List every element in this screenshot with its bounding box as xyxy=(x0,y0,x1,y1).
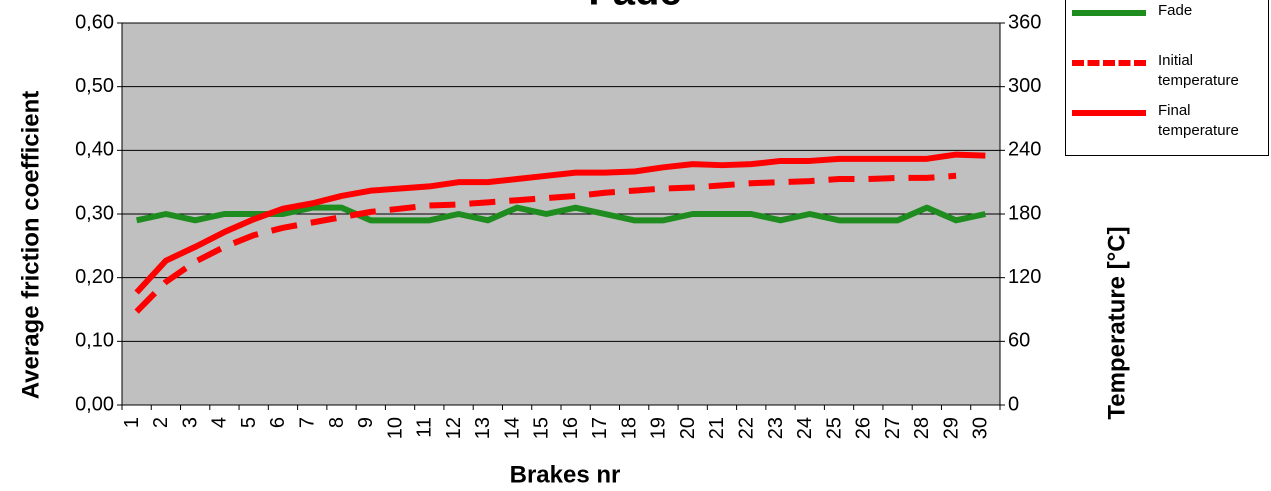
x-tick-label: 16 xyxy=(560,417,582,439)
legend-swatch xyxy=(1072,10,1146,16)
y-tick-label: 0,30 xyxy=(75,202,114,224)
y2-tick-label: 360 xyxy=(1008,11,1041,33)
legend-item: Initial temperature xyxy=(1072,51,1268,91)
x-tick-label: 1 xyxy=(121,417,143,428)
y2-tick-label: 300 xyxy=(1008,75,1041,97)
legend-swatch xyxy=(1072,110,1146,116)
y2-tick-label: 120 xyxy=(1008,266,1041,288)
y-axis-title: Average friction coefficient xyxy=(17,91,44,400)
x-tick-label: 13 xyxy=(472,417,494,439)
x-tick-label: 9 xyxy=(355,417,377,428)
x-tick-label: 25 xyxy=(823,417,845,439)
x-tick-label: 14 xyxy=(501,417,523,439)
legend-label: Fade xyxy=(1158,2,1193,19)
legend-label: Initial temperature xyxy=(1158,52,1239,89)
x-tick-label: 2 xyxy=(150,417,172,428)
x-tick-label: 22 xyxy=(736,417,758,439)
x-tick-label: 18 xyxy=(618,417,640,439)
x-tick-label: 23 xyxy=(765,417,787,439)
x-tick-label: 19 xyxy=(648,417,670,439)
x-tick-label: 26 xyxy=(853,417,875,439)
y-tick-label: 0,00 xyxy=(75,393,114,415)
y-tick-label: 0,40 xyxy=(75,139,114,161)
x-tick-label: 17 xyxy=(589,417,611,439)
legend-item: Fade xyxy=(1072,1,1268,41)
y-tick-label: 0,60 xyxy=(75,11,114,33)
legend: Fade Initial temperature Final temperature xyxy=(1065,0,1269,156)
y2-tick-label: 0 xyxy=(1008,393,1019,415)
x-tick-label: 6 xyxy=(267,417,289,428)
y-tick-label: 0,20 xyxy=(75,266,114,288)
y2-axis-title: Temperature [°C] xyxy=(1103,226,1130,419)
series-line xyxy=(134,151,986,295)
x-tick-label: 10 xyxy=(384,417,406,439)
x-tick-label: 3 xyxy=(179,417,201,428)
x-tick-label: 27 xyxy=(882,417,904,439)
x-tick-label: 11 xyxy=(414,417,436,438)
legend-label: Final temperature xyxy=(1158,102,1239,139)
x-tick-label: 8 xyxy=(326,417,348,428)
series-line xyxy=(134,172,957,314)
y-tick-label: 0,10 xyxy=(75,330,114,352)
legend-item: Final temperature xyxy=(1072,101,1268,141)
x-axis-title: Brakes nr xyxy=(510,461,621,488)
x-tick-label: 21 xyxy=(706,417,728,439)
legend-swatch xyxy=(1072,60,1146,66)
y2-tick-label: 60 xyxy=(1008,330,1030,352)
x-tick-label: 20 xyxy=(677,417,699,439)
x-tick-label: 30 xyxy=(970,417,992,439)
x-tick-label: 5 xyxy=(238,417,260,428)
chart-title: Fade xyxy=(588,0,681,14)
x-tick-label: 24 xyxy=(794,417,816,439)
x-tick-label: 12 xyxy=(443,417,465,439)
series-line xyxy=(135,204,987,224)
x-tick-label: 28 xyxy=(911,417,933,439)
y-tick-label: 0,50 xyxy=(75,75,114,97)
x-tick-label: 7 xyxy=(297,417,319,428)
x-tick-label: 15 xyxy=(531,417,553,439)
y2-tick-label: 240 xyxy=(1008,139,1041,161)
x-tick-label: 4 xyxy=(209,417,231,428)
x-tick-label: 29 xyxy=(940,417,962,439)
y2-tick-label: 180 xyxy=(1008,202,1041,224)
